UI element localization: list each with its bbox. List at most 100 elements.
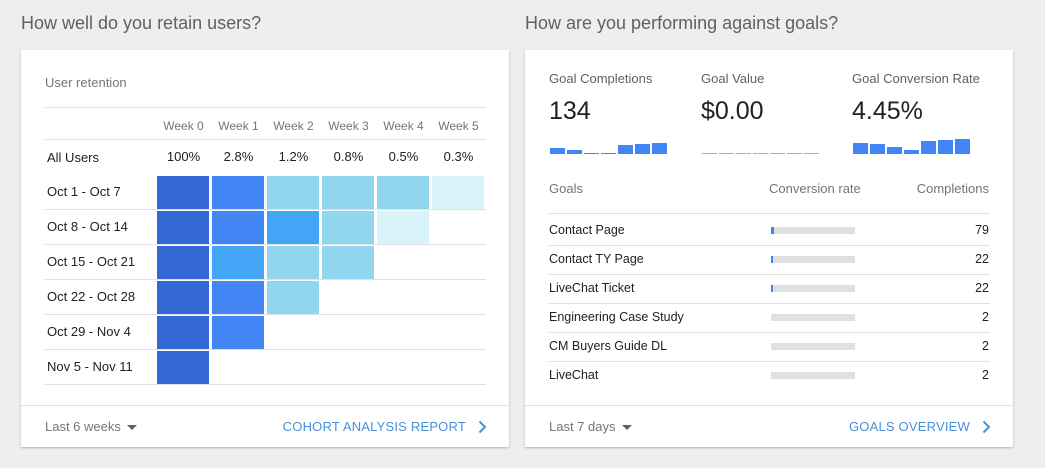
cohort-label: Oct 15 - Oct 21 <box>47 254 136 269</box>
spark-bar <box>584 153 599 154</box>
retention-cell[interactable] <box>212 176 264 209</box>
conversion-rate-bar <box>771 227 855 234</box>
spark-bar <box>736 153 751 154</box>
goal-name: Engineering Case Study <box>549 310 684 324</box>
goal-completions: 22 <box>975 281 989 295</box>
retention-cell[interactable] <box>212 211 264 244</box>
goals-column-header: Goals <box>549 181 583 196</box>
spark-bar <box>719 153 734 154</box>
link-label: GOALS OVERVIEW <box>848 419 970 434</box>
chevron-right-icon <box>478 420 487 433</box>
goals-overview-link[interactable]: GOALS OVERVIEW <box>849 419 991 434</box>
divider <box>549 274 990 275</box>
retention-cell[interactable] <box>157 281 209 314</box>
retention-cell[interactable] <box>322 176 374 209</box>
retention-cell[interactable] <box>322 211 374 244</box>
spark-bar <box>870 144 885 154</box>
conversion-rate-fill <box>771 285 773 292</box>
metric-value: 134 <box>549 97 591 125</box>
chevron-right-icon <box>982 420 991 433</box>
goal-name: CM Buyers Guide DL <box>549 339 668 353</box>
retention-cell[interactable] <box>212 281 264 314</box>
all-users-value: 0.5% <box>388 149 419 164</box>
divider <box>45 384 486 385</box>
card-title: User retention <box>45 75 127 90</box>
metric-value: 4.45% <box>852 97 923 125</box>
all-users-value: 100% <box>166 149 201 164</box>
all-users-value: 2.8% <box>223 149 254 164</box>
retention-cell[interactable] <box>157 246 209 279</box>
retention-cell[interactable] <box>267 246 319 279</box>
divider <box>549 332 990 333</box>
all-users-label: All Users <box>47 150 100 165</box>
link-label: COHORT ANALYSIS REPORT <box>282 419 466 434</box>
spark-bar <box>887 147 902 154</box>
spark-bar <box>550 148 565 154</box>
retention-cell[interactable] <box>267 176 319 209</box>
week-header: Week 4 <box>383 119 424 133</box>
retention-cell[interactable] <box>267 211 319 244</box>
retention-cell[interactable] <box>212 316 264 349</box>
card-footer: Last 7 days GOALS OVERVIEW <box>525 405 1013 447</box>
retention-cell[interactable] <box>157 211 209 244</box>
spark-bar <box>853 143 868 154</box>
spark-bar <box>618 145 633 154</box>
conversion-rate-fill <box>771 227 774 234</box>
all-users-value: 0.8% <box>333 149 364 164</box>
spark-bar <box>921 141 936 154</box>
conversion-rate-fill <box>771 256 773 263</box>
cohort-analysis-report-link[interactable]: COHORT ANALYSIS REPORT <box>283 419 487 434</box>
goal-completions: 2 <box>982 310 989 324</box>
metric-label: Goal Completions <box>549 71 653 86</box>
date-range-dropdown[interactable]: Last 6 weeks <box>45 419 137 434</box>
retention-section-title: How well do you retain users? <box>21 13 262 33</box>
week-header: Week 3 <box>328 119 369 133</box>
metric-label: Goal Value <box>701 71 765 86</box>
retention-cell[interactable] <box>267 281 319 314</box>
retention-cell[interactable] <box>377 211 429 244</box>
conversion-rate-bar <box>771 314 855 321</box>
goal-name: LiveChat Ticket <box>549 281 635 295</box>
retention-card: User retention Week 0 Week 1 Week 2 Week… <box>21 50 509 447</box>
goal-name: LiveChat <box>549 368 599 382</box>
week-header: Week 1 <box>218 119 259 133</box>
divider <box>549 245 990 246</box>
retention-cell[interactable] <box>157 176 209 209</box>
date-range-dropdown[interactable]: Last 7 days <box>549 419 632 434</box>
retention-cell[interactable] <box>157 316 209 349</box>
caret-down-icon <box>126 425 137 430</box>
spark-bar <box>938 140 953 154</box>
retention-cell[interactable] <box>322 246 374 279</box>
week-header: Week 5 <box>438 119 479 133</box>
divider <box>549 303 990 304</box>
divider <box>45 349 486 350</box>
retention-cell[interactable] <box>212 246 264 279</box>
divider <box>45 279 486 280</box>
conversion-rate-column-header: Conversion rate <box>769 181 861 196</box>
week-header: Week 2 <box>273 119 314 133</box>
goal-completions: 22 <box>975 252 989 266</box>
cohort-label: Oct 8 - Oct 14 <box>47 219 128 234</box>
metric-label: Goal Conversion Rate <box>852 71 980 86</box>
all-users-value: 0.3% <box>443 149 474 164</box>
spark-bar <box>804 153 819 154</box>
conversion-rate-bar <box>771 285 855 292</box>
spark-bar <box>753 153 768 154</box>
goal-name: Contact Page <box>549 223 625 237</box>
conversion-rate-bar <box>771 343 855 350</box>
spark-bar <box>635 144 650 154</box>
sparkline <box>550 134 668 154</box>
retention-cell[interactable] <box>157 351 209 384</box>
divider <box>549 213 990 214</box>
goal-completions: 2 <box>982 368 989 382</box>
metric-value: $0.00 <box>701 97 764 125</box>
sparkline <box>702 134 820 154</box>
goals-section-title: How are you performing against goals? <box>525 13 839 33</box>
conversion-rate-bar <box>771 372 855 379</box>
retention-cell[interactable] <box>377 176 429 209</box>
divider <box>45 314 486 315</box>
retention-cell[interactable] <box>432 176 484 209</box>
spark-bar <box>652 143 667 154</box>
divider <box>549 361 990 362</box>
goal-completions: 79 <box>975 223 989 237</box>
